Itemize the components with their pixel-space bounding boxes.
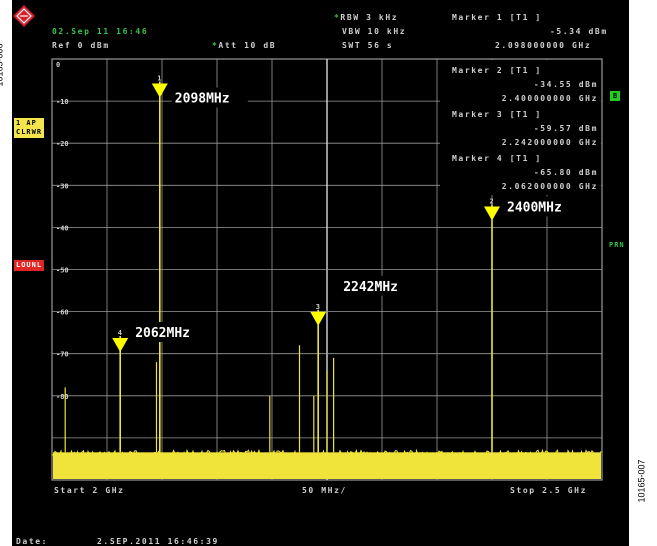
marker-callout-box: [132, 322, 209, 343]
y-tick-label: -20: [56, 140, 69, 148]
marker-number: 2: [490, 197, 494, 205]
marker-callout-box: [171, 87, 248, 108]
rbw-text: RBW 3 kHz: [340, 13, 399, 22]
marker-number: 1: [157, 74, 161, 82]
marker-triangle-icon: [310, 311, 327, 326]
marker-table-frequency: 2.242000000 GHz: [502, 138, 598, 147]
marker-table-frequency: 2.062000000 GHz: [502, 182, 598, 191]
left-figure-caption: 10165-006: [0, 43, 5, 87]
marker-table-level: -59.57 dBm: [534, 124, 598, 133]
y-tick-label: -80: [56, 393, 69, 401]
spur-lines: [64, 345, 335, 453]
noise-floor-trace: [51, 448, 602, 461]
marker1-level: -5.34 dBm: [550, 27, 608, 36]
date-time-readout: 02.Sep 11 16:46: [52, 27, 149, 36]
marker-callout-label: 2062MHz: [135, 326, 190, 341]
marker-callout-box: [340, 275, 417, 296]
marker-triangle-icon: [151, 83, 168, 98]
marker-table-title: Marker 3 [T1 ]: [452, 110, 542, 119]
marker-callout-label: 2400MHz: [507, 200, 562, 215]
marker-table: Marker 2 [T1 ] -34.55 dBm 2.400000000 GHz M…: [440, 60, 601, 195]
marker-callout-label: 2098MHz: [175, 91, 230, 106]
marker-number: 4: [118, 329, 122, 337]
right-figure-caption: 10165-007: [636, 459, 647, 503]
marker-callout-label: 2242MHz: [343, 280, 398, 295]
y-tick-label: -60: [56, 309, 69, 317]
y-tick-label: -30: [56, 182, 69, 190]
rohde-schwarz-logo-icon: [13, 5, 35, 27]
marker-layer: 1 2098MHz 2 2400MHz 3 2242MHz 4 2062MHz: [112, 74, 580, 453]
trace-mode-badge: 1 AP CLRWR: [14, 118, 45, 138]
y-tick-label: -50: [56, 267, 69, 275]
noise-floor: [51, 448, 602, 479]
prn-label: PRN: [609, 241, 625, 249]
rbw-readout: *RBW 3 kHz: [334, 13, 399, 22]
marker1-title: Marker 1 [T1 ]: [452, 13, 542, 22]
y-tick-label: -70: [56, 351, 69, 359]
attenuation-readout: *Att 10 dB: [212, 41, 277, 50]
marker-table-title: Marker 2 [T1 ]: [452, 66, 542, 75]
marker-callout-box: [504, 196, 580, 217]
marker-table-level: -34.55 dBm: [534, 80, 598, 89]
marker1-frequency: 2.098000000 GHz: [495, 41, 592, 50]
swt-readout: SWT 56 s: [342, 41, 394, 50]
noise-floor-fill: [53, 452, 601, 479]
vbw-readout: VBW 10 kHz: [342, 27, 407, 36]
marker-triangle-icon: [484, 206, 500, 221]
date-value: 2.SEP.2011 16:46:39: [97, 537, 219, 546]
y-tick-labels: 0 -10 -20 -30 -40 -50 -60 -70 -80: [56, 61, 69, 401]
marker-table-frequency: 2.400000000 GHz: [502, 94, 598, 103]
ref-level-readout: Ref 0 dBm: [52, 41, 110, 50]
loun-badge: LOUNL: [14, 260, 45, 271]
marker-triangle-icon: [112, 338, 129, 353]
y-tick-label: -40: [56, 224, 69, 232]
marker-table-bg: [440, 60, 601, 195]
b-badge: B: [610, 91, 621, 101]
date-label: Date:: [16, 537, 49, 546]
stop-frequency: Stop 2.5 GHz: [510, 486, 587, 495]
start-frequency: Start 2 GHz: [54, 486, 125, 495]
marker-table-title: Marker 4 [T1 ]: [452, 154, 542, 163]
y-tick-label: -10: [56, 98, 69, 106]
marker-number: 3: [316, 303, 320, 311]
span-per-division: 50 MHz/: [302, 486, 347, 495]
trace-mode-line1: 1 AP: [16, 119, 37, 127]
att-text: Att 10 dB: [218, 41, 277, 50]
y-tick-label: 0: [56, 61, 60, 69]
marker-table-level: -65.80 dBm: [534, 168, 598, 177]
trace-mode-line2: CLRWR: [16, 128, 43, 136]
